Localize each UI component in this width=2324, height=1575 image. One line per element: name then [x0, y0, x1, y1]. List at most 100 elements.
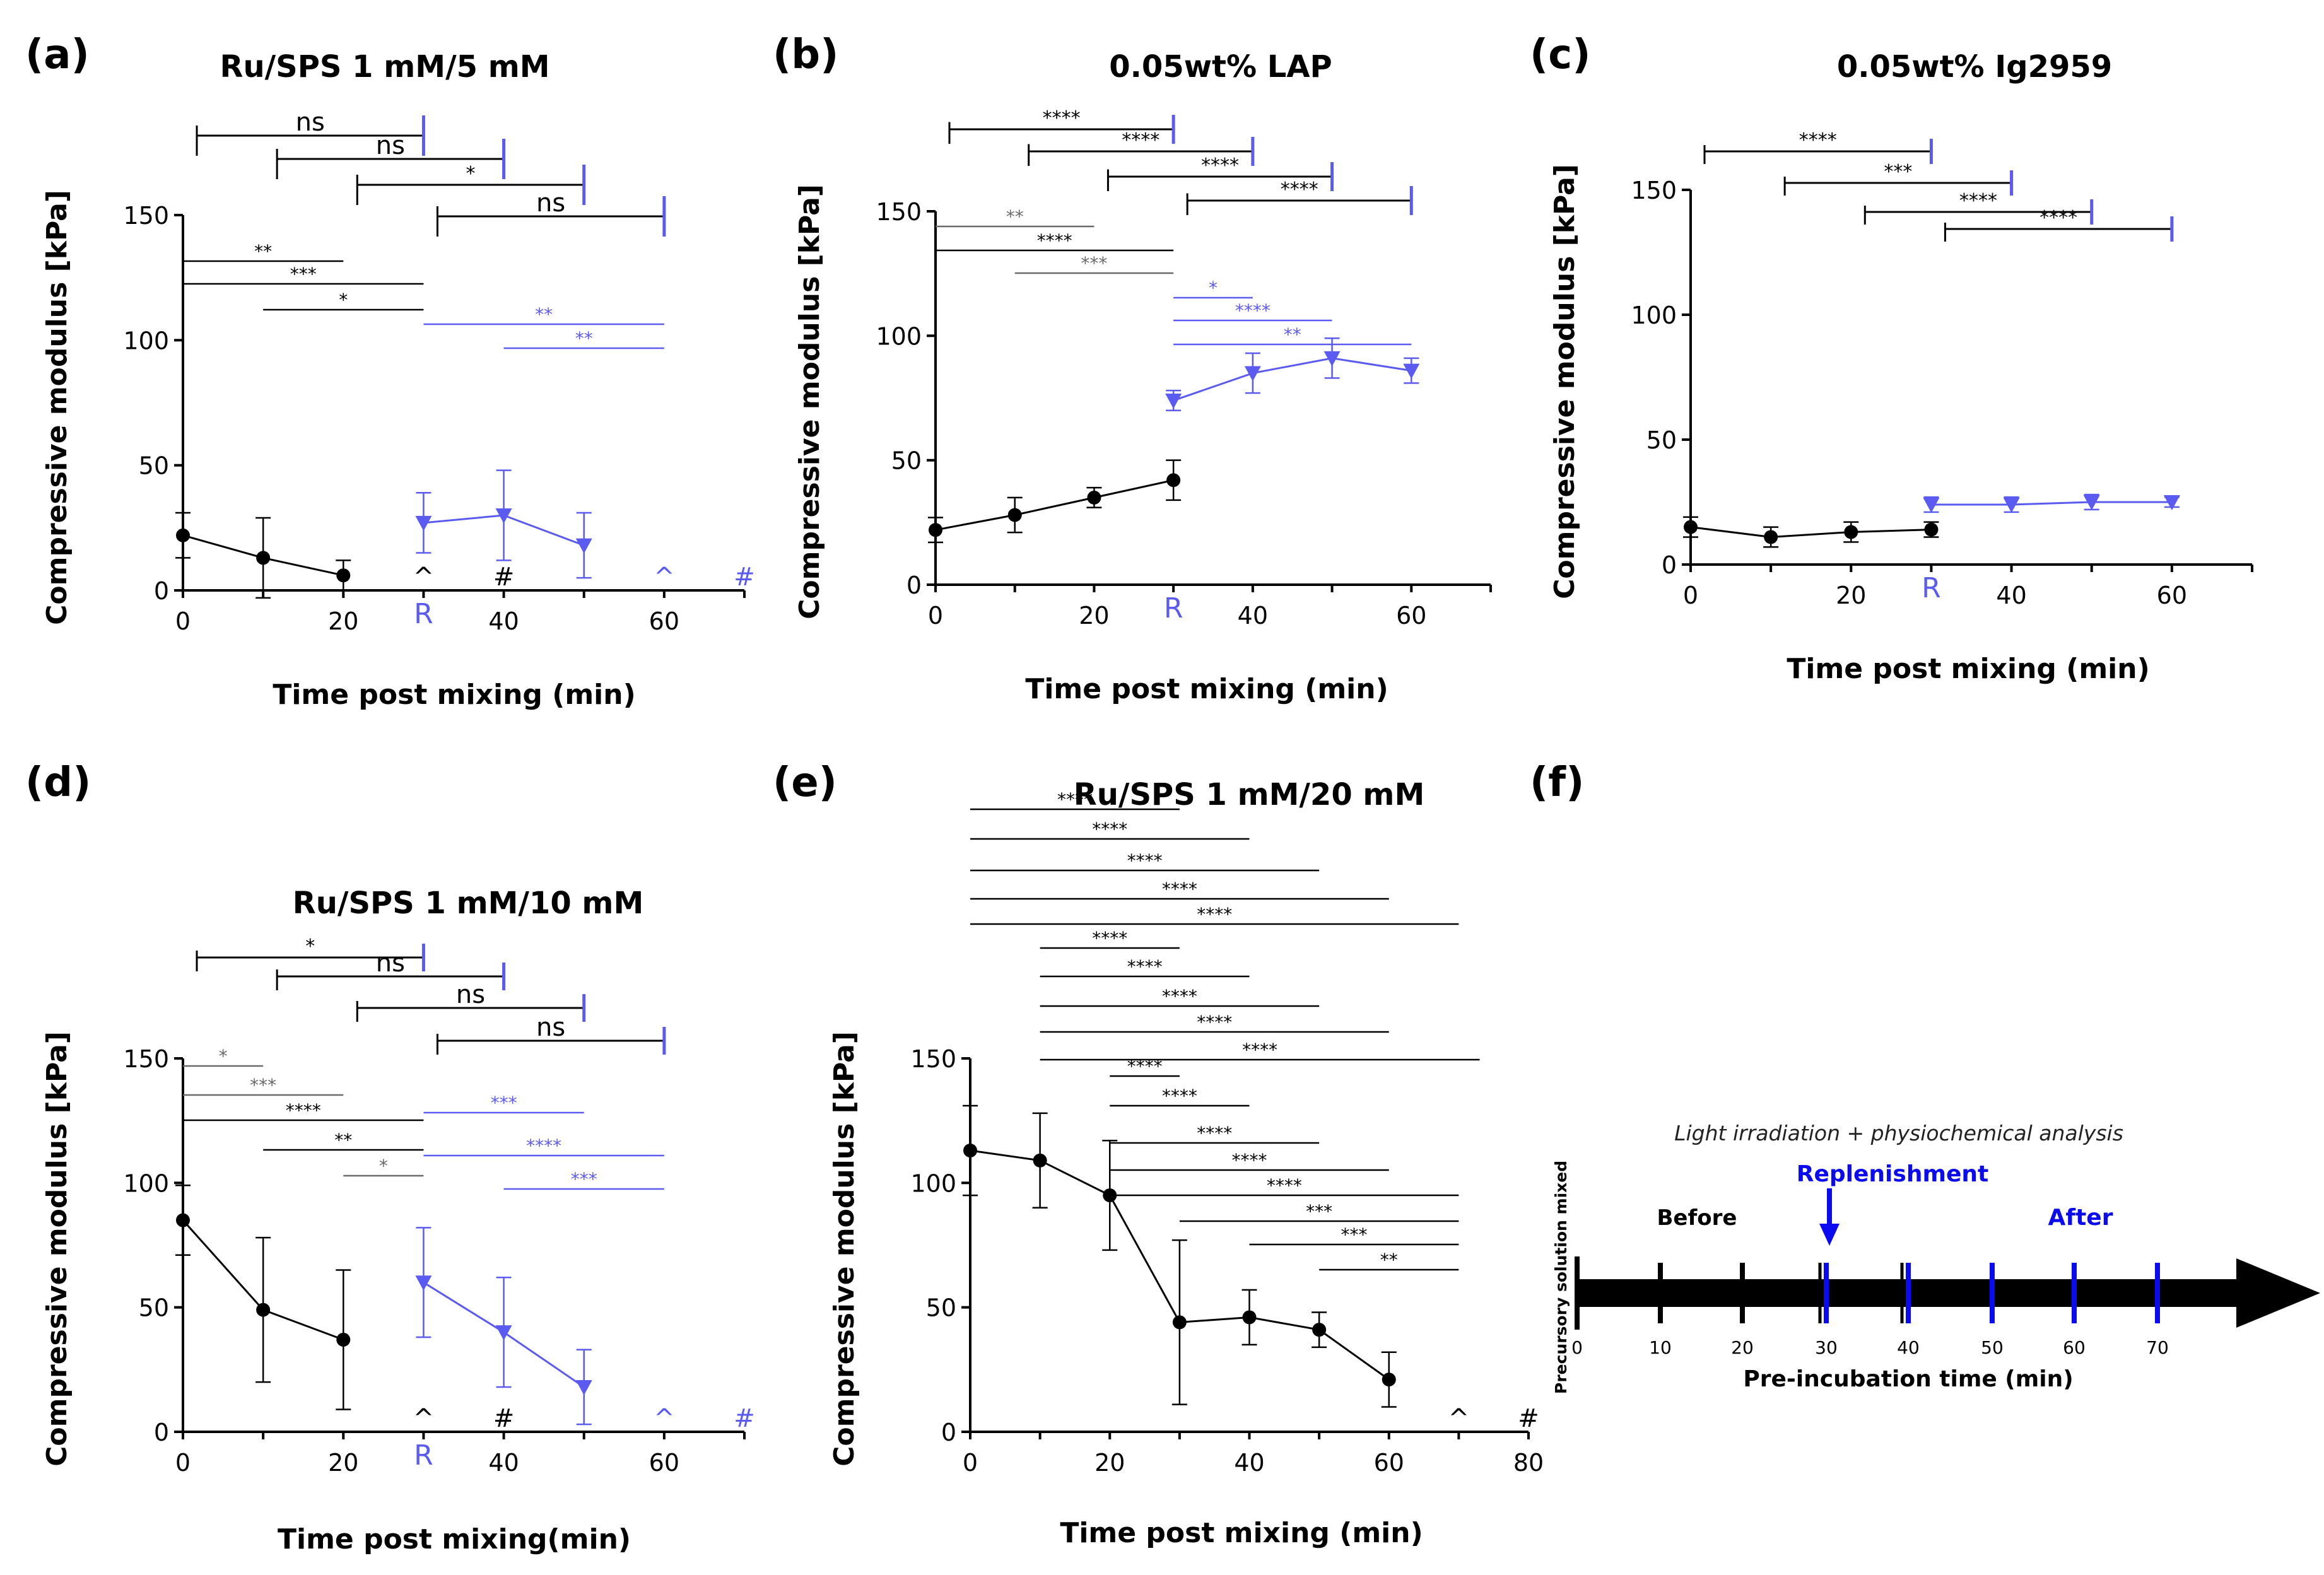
replenishment-arrow-icon — [1819, 1188, 1840, 1246]
data-point — [929, 523, 942, 537]
timeline-tick-label: 50 — [1981, 1337, 2004, 1358]
x-tick-label: 60 — [1396, 602, 1426, 629]
chart-title: 0.05wt% Ig2959 — [1837, 49, 2112, 85]
marker-symbol: # — [734, 1404, 755, 1433]
y-tick-label: 0 — [154, 1419, 169, 1446]
x-tick-label: 20 — [1836, 582, 1866, 609]
y-tick-label: 50 — [139, 452, 169, 480]
x-tick-label: 0 — [928, 602, 943, 629]
significance-label: ns — [536, 1013, 565, 1042]
series-line — [1931, 501, 2172, 506]
significance-label: * — [219, 1046, 228, 1067]
x-tick-label: 20 — [328, 607, 358, 635]
significance-label: *** — [1884, 161, 1912, 183]
y-tick-label: 100 — [1631, 302, 1677, 329]
y-axis-label: Compressive modulus [kPa] — [828, 1031, 860, 1467]
y-tick-label: 0 — [1662, 551, 1677, 579]
significance-label: ** — [1284, 324, 1301, 345]
data-point-triangle — [415, 1275, 432, 1291]
data-point-triangle — [1323, 351, 1341, 366]
significance-label: **** — [1122, 129, 1159, 151]
y-tick-label: 0 — [154, 577, 169, 605]
significance-label: **** — [1959, 190, 1997, 212]
x-tick-label: 60 — [649, 607, 679, 635]
y-tick-label: 150 — [1631, 177, 1677, 204]
data-point — [1924, 522, 1939, 537]
data-point-triangle — [495, 508, 512, 524]
y-axis-label: Compressive modulus [kPa] — [41, 190, 73, 625]
data-point — [256, 1303, 271, 1317]
significance-label: **** — [1127, 956, 1163, 977]
marker-symbol: ^ — [1448, 1404, 1470, 1433]
y-tick-label: 150 — [910, 1045, 956, 1073]
y-tick-label: 100 — [123, 1169, 169, 1197]
x-tick-label: 20 — [1095, 1449, 1125, 1477]
significance-label: **** — [1242, 1039, 1277, 1060]
panel-label: (a) — [25, 32, 90, 78]
data-point — [1166, 473, 1181, 488]
y-tick-label: 150 — [876, 198, 922, 226]
timeline-arrow — [1575, 1256, 2320, 1330]
x-tick-label: 40 — [1238, 602, 1268, 629]
data-point-triangle — [2163, 495, 2180, 510]
significance-label: ns — [536, 189, 565, 218]
panel-label: (c) — [1530, 32, 1590, 78]
panel-d: (d) Ru/SPS 1 mM/10 mM 0 50 100 150 0 20 40 60 R Tim… — [25, 759, 755, 1555]
significance-label: * — [339, 290, 348, 310]
data-point — [963, 1144, 977, 1158]
marker-symbol: # — [1518, 1404, 1539, 1433]
significance-label: **** — [1162, 986, 1197, 1007]
chart-title: 0.05wt% LAP — [1109, 49, 1332, 85]
y-tick-label: 50 — [139, 1294, 169, 1322]
timeline-vertical-label: Precursory solution mixed — [1552, 1161, 1570, 1394]
replenishment-r-label: R — [1164, 592, 1183, 624]
marker-symbol: ^ — [413, 563, 435, 592]
y-axis-label: Compressive modulus [kPa] — [1549, 164, 1581, 599]
y-tick-label: 0 — [907, 571, 922, 599]
data-point-triangle — [415, 515, 432, 531]
data-point — [1312, 1323, 1327, 1337]
x-tick-label: 0 — [175, 1449, 191, 1477]
x-tick-label: 40 — [1234, 1449, 1264, 1477]
panel-label: (b) — [773, 32, 838, 78]
data-point — [1242, 1310, 1257, 1325]
data-point-triangle — [1165, 393, 1182, 409]
after-label: After — [2048, 1205, 2113, 1231]
series-line — [935, 479, 1174, 531]
x-tick-label: 40 — [488, 607, 519, 635]
significance-label: **** — [526, 1135, 561, 1156]
significance-label: *** — [571, 1169, 597, 1190]
data-point-triangle — [1923, 497, 1940, 513]
x-tick-label: 0 — [963, 1449, 978, 1477]
series-line — [1173, 357, 1412, 402]
x-axis-label: Time post mixing(min) — [278, 1523, 631, 1555]
significance-label: ns — [456, 980, 485, 1009]
data-point-triangle — [575, 538, 592, 554]
data-point — [1684, 520, 1698, 534]
marker-symbol: # — [493, 1404, 515, 1433]
x-axis-label: Time post mixing (min) — [1787, 653, 2149, 685]
marker-symbol: ^ — [654, 1404, 675, 1433]
marker-symbol: # — [493, 563, 515, 592]
y-tick-label: 50 — [891, 447, 922, 475]
data-point — [176, 528, 190, 542]
significance-label: *** — [290, 264, 317, 284]
y-axis-label: Compressive modulus [kPa] — [794, 184, 826, 619]
x-tick-label: 0 — [1683, 582, 1698, 609]
timeline-tick-label: 20 — [1731, 1337, 1754, 1358]
significance-label: ** — [535, 304, 553, 325]
y-tick-label: 100 — [910, 1169, 956, 1197]
significance-label: **** — [1057, 789, 1093, 810]
x-tick-label: 0 — [175, 607, 191, 635]
timeline-tick-label: 60 — [2063, 1337, 2086, 1358]
data-point — [1087, 490, 1101, 505]
significance-label: * — [1209, 278, 1218, 298]
series-line — [1690, 526, 1932, 538]
data-point — [1007, 508, 1022, 522]
panel-label: (e) — [773, 759, 837, 806]
data-point-triangle — [1403, 363, 1420, 379]
significance-label: **** — [1037, 230, 1072, 251]
significance-label: **** — [1127, 1056, 1163, 1077]
replenishment-r-label: R — [1922, 572, 1941, 604]
significance-label: **** — [1162, 879, 1197, 899]
